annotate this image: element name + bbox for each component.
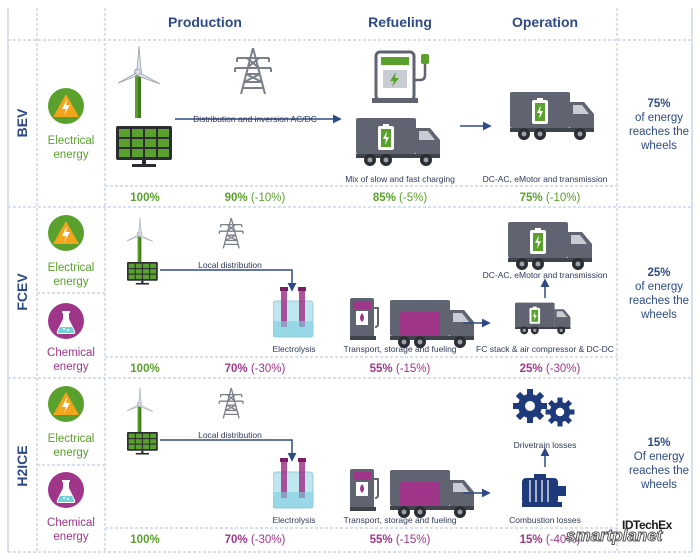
bev-step-distribution: Distribution and inversion AC/DC	[193, 114, 317, 124]
fcev-step-transport: Transport, storage and fueling	[343, 344, 457, 354]
row-label-fcev: FCEV	[14, 273, 30, 311]
fcev-step-electrolysis: Electrolysis	[272, 344, 316, 354]
wind-turbine-icon	[127, 218, 154, 263]
h2ice-energy-electrical-label: Electrical energy	[47, 433, 95, 459]
header-operation: Operation	[511, 14, 579, 30]
electrical-energy-icon	[48, 386, 84, 422]
fcev-summary: 25% of energy reaches the wheels	[628, 267, 690, 321]
fcev-energy-electrical-label: Electrical energy	[47, 262, 95, 288]
idtechex-logo: IDTechEx	[622, 518, 672, 532]
h2ice-step-transport: Transport, storage and fueling	[343, 515, 457, 525]
smartplanet-logo: smartplanet	[565, 526, 663, 546]
bev-operating-truck-icon	[510, 92, 594, 140]
fcev-step-local-distribution: Local distribution	[198, 260, 262, 270]
fcev-flow-arrow-up	[540, 278, 550, 298]
header-production: Production	[168, 14, 242, 30]
fcev-operating-truck-icon	[508, 222, 592, 270]
power-pylon-icon	[218, 218, 244, 250]
bev-pct-distribution: 90% (-10%)	[224, 192, 286, 204]
bev-energy-label: Electrical energy	[47, 135, 95, 161]
fcev-pct-operation: 25% (-30%)	[519, 363, 581, 375]
electrolyser-icon	[273, 287, 314, 338]
solar-panel-icon	[116, 126, 172, 167]
row-label-h2ice: H2ICE	[14, 445, 30, 487]
power-pylon-icon	[218, 388, 244, 420]
electrical-energy-icon	[48, 215, 84, 251]
chemical-energy-icon	[48, 472, 84, 508]
chemical-energy-icon	[48, 303, 84, 339]
h2ice-pct-production-start: 100%	[130, 534, 160, 546]
h2ice-flow-arrow-1	[160, 439, 297, 462]
h2ice-step-local-distribution: Local distribution	[198, 430, 262, 440]
hydrogen-pump-icon	[350, 469, 379, 512]
h2ice-pct-electrolysis: 70% (-30%)	[224, 534, 286, 546]
bev-pct-production-start: 100%	[130, 192, 160, 204]
solar-panel-icon	[127, 262, 158, 285]
charging-station-icon	[372, 50, 429, 103]
bev-pct-operation: 75% (-10%)	[519, 192, 581, 204]
fcev-step-fcstack: FC stack & air compressor & DC-DC	[476, 344, 614, 354]
h2ice-pct-refueling: 55% (-15%)	[369, 534, 431, 546]
bev-pct-refueling: 85% (-5%)	[372, 192, 428, 204]
bev-flow-arrow-1	[175, 114, 342, 124]
h2ice-step-combustion: Combustion losses	[509, 515, 581, 525]
electrolyser-icon	[273, 458, 314, 509]
fcev-energy-chemical-label: Chemical energy	[47, 347, 95, 373]
power-pylon-icon	[234, 48, 272, 95]
fcev-flow-arrow-2	[463, 318, 491, 328]
h2ice-summary: 15% Of energy reaches the wheels	[628, 437, 690, 491]
fcev-pct-electrolysis: 70% (-30%)	[224, 363, 286, 375]
fcev-pct-refueling: 55% (-15%)	[369, 363, 431, 375]
wind-turbine-icon	[127, 388, 154, 433]
bev-step-charging: Mix of slow and fast charging	[345, 174, 455, 184]
hydrogen-pump-icon	[350, 298, 379, 341]
h2ice-step-electrolysis: Electrolysis	[272, 515, 316, 525]
fcev-step-emotor: DC-AC, eMotor and transmission	[482, 270, 608, 280]
row-label-bev: BEV	[14, 108, 30, 138]
wind-turbine-icon	[118, 46, 161, 119]
h2ice-energy-chemical-label: Chemical energy	[47, 517, 95, 543]
h2ice-pct-operation: 15% (-40%)	[519, 534, 581, 546]
header-refueling: Refueling	[368, 14, 432, 30]
combustion-engine-icon	[522, 474, 567, 508]
bev-flow-arrow-2	[460, 121, 492, 131]
bev-summary: 75% of energy reaches the wheels	[628, 98, 690, 152]
h2ice-step-drivetrain: Drivetrain losses	[513, 440, 577, 450]
fcev-flow-arrow-1	[160, 269, 297, 292]
fcev-fuelcell-truck-icon	[515, 302, 571, 335]
bev-charging-truck-icon	[356, 118, 440, 166]
h2ice-flow-arrow-2	[463, 488, 491, 498]
solar-panel-icon	[127, 432, 158, 455]
h2ice-flow-arrow-up	[540, 447, 550, 467]
drivetrain-gears-icon	[513, 389, 575, 427]
electrical-energy-icon	[48, 88, 84, 124]
fcev-pct-production-start: 100%	[130, 363, 160, 375]
bev-step-emotor: DC-AC, eMotor and transmission	[482, 174, 608, 184]
